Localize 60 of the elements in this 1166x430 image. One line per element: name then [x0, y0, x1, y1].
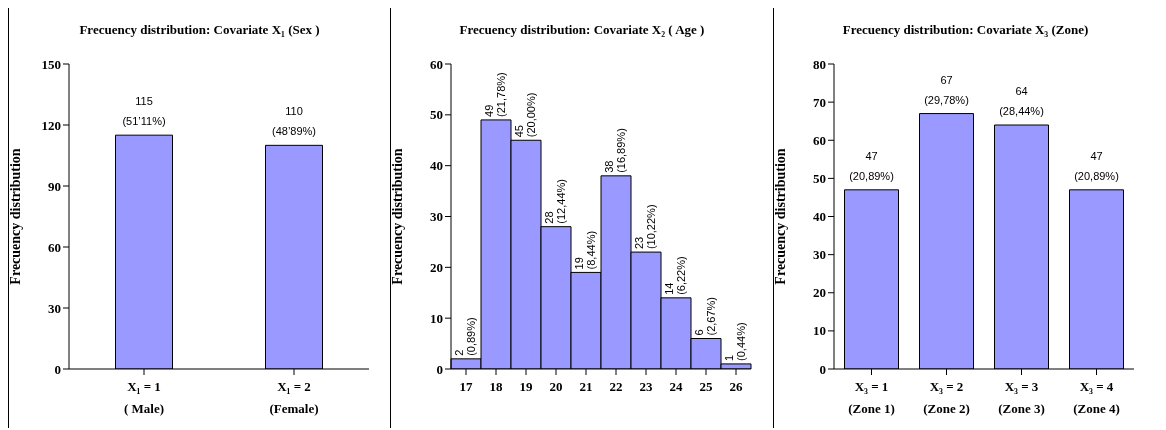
- x-tick-label: X₃ = 2 (Zone 2): [923, 379, 970, 416]
- data-label: 6 (2,67%): [693, 296, 717, 336]
- chart-title: Frecuency distribution: Covariate X₃ (Zone): [841, 21, 1090, 39]
- x-tick-label: 17: [459, 379, 473, 394]
- y-tick-label: 30: [430, 209, 443, 225]
- y-tick-label: 50: [813, 170, 826, 186]
- y-tick-label: 20: [430, 259, 443, 275]
- y-tick-label: 90: [48, 178, 61, 194]
- x-tick-label: X₃ = 1 (Zone 1): [848, 379, 895, 416]
- y-axis-title: Frecuency distribution: [389, 148, 405, 285]
- data-label: 115 (51’11%): [122, 95, 166, 128]
- x-tick-label: 18: [489, 379, 503, 394]
- chart-title: Frecuency distribution: Covariate X₁ (Sex ): [78, 21, 321, 39]
- x-tick-label: X₃ = 4 (Zone 4): [1073, 379, 1120, 416]
- data-label: 23 (10,22%): [633, 204, 657, 250]
- y-axis-title: Frecuency distribution: [7, 148, 23, 285]
- x-tick-label: 24: [669, 379, 683, 394]
- chart-title: Frecuency distribution: Covariate X₂ ( Age ): [458, 21, 706, 39]
- x-tick-label: 25: [699, 379, 713, 394]
- data-label: 2 (0,89%): [453, 317, 477, 356]
- y-tick-label: 10: [430, 310, 443, 326]
- data-label: 45 (20,00%): [513, 92, 537, 138]
- data-label: 67 (29,78%): [924, 73, 969, 106]
- y-tick-label: 30: [813, 247, 826, 263]
- data-label: 49 (21,78%): [483, 72, 507, 117]
- y-tick-label: 60: [813, 132, 826, 148]
- x-tick-label: 19: [519, 379, 533, 394]
- x-tick-label: X₁ = 2 (Female): [269, 379, 319, 416]
- y-tick-label: 0: [436, 361, 443, 377]
- y-tick-label: 0: [819, 361, 826, 377]
- data-label: 14 (6,22%): [663, 256, 687, 295]
- x-tick-label: 22: [609, 379, 623, 394]
- y-tick-label: 50: [430, 107, 443, 123]
- y-tick-label: 0: [54, 361, 61, 377]
- y-tick-label: 10: [813, 323, 826, 339]
- y-tick-label: 80: [813, 56, 826, 72]
- x-tick-label: 23: [639, 379, 653, 394]
- x-tick-label: X₃ = 3 (Zone 3): [998, 379, 1045, 416]
- data-label: 47 (20,89%): [1074, 149, 1119, 182]
- data-label: 110 (48’89%): [271, 105, 317, 138]
- data-label: 1 (0,44%): [723, 322, 747, 361]
- y-tick-label: 20: [813, 285, 826, 301]
- x-tick-label: X₁ = 1 ( Male): [123, 379, 165, 416]
- x-tick-label: 26: [729, 379, 743, 394]
- y-tick-label: 60: [430, 56, 443, 72]
- data-label: 64 (28,44%): [999, 85, 1044, 117]
- y-tick-label: 150: [41, 56, 61, 72]
- y-axis-title: Frecuency distribution: [772, 148, 788, 285]
- data-label: 19 (8,44%): [573, 230, 597, 270]
- x-tick-label: 20: [549, 379, 563, 394]
- x-tick-label: 21: [579, 379, 593, 394]
- y-tick-label: 30: [48, 300, 61, 316]
- y-tick-label: 70: [813, 94, 826, 110]
- y-tick-label: 40: [430, 158, 443, 174]
- y-tick-label: 40: [813, 209, 826, 225]
- y-tick-label: 60: [48, 239, 61, 255]
- y-tick-label: 120: [41, 117, 61, 133]
- data-label: 28 (12,44%): [543, 179, 567, 224]
- data-label: 47 (20,89%): [849, 149, 894, 182]
- data-label: 38 (16,89%): [603, 128, 627, 173]
